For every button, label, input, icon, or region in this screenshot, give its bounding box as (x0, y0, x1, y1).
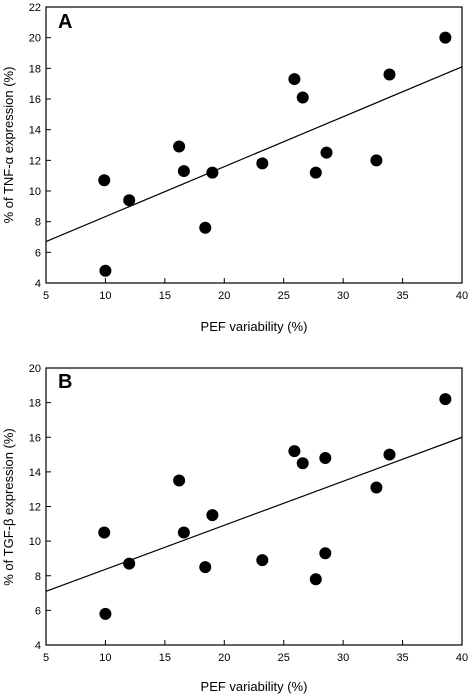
data-point-b (319, 547, 332, 560)
data-point-a (288, 73, 301, 86)
data-point-b (319, 452, 332, 465)
x-tick-label: 30 (337, 652, 349, 664)
data-point-b (98, 526, 111, 539)
x-tick-label: 25 (278, 290, 290, 302)
data-point-b (99, 607, 112, 620)
data-point-b (288, 445, 301, 458)
data-point-b (383, 448, 396, 461)
y-tick-label: 14 (29, 125, 41, 137)
y-tick-label: 20 (29, 33, 41, 45)
x-tick-label: 5 (43, 652, 49, 664)
data-point-b (177, 526, 190, 539)
y-tick-label: 4 (35, 278, 41, 290)
x-tick-label: 15 (159, 652, 171, 664)
x-axis-label-a: PEF variability (%) (201, 319, 308, 334)
y-tick-label: 12 (29, 502, 41, 514)
y-tick-label: 16 (29, 94, 41, 106)
y-ticks-b: 4 6 8 10 12 14 16 18 20 (29, 363, 51, 652)
y-tick-label: 22 (29, 2, 41, 14)
y-tick-label: 18 (29, 398, 41, 410)
trendline-b (45, 436, 463, 592)
chart-panel-b: B 5 10 15 20 25 30 35 40 4 6 8 10 12 14 16 18 20 PEF va… (1, 363, 468, 694)
y-tick-label: 8 (35, 571, 41, 583)
data-point-b (370, 481, 383, 494)
y-tick-label: 8 (35, 217, 41, 229)
trendline-a (45, 66, 463, 243)
x-tick-label: 35 (396, 652, 408, 664)
chart-panel-a: A 5 10 15 20 25 30 35 40 4 6 8 10 12 14 16 18 20 22 PEF … (1, 2, 468, 334)
x-axis-label-b: PEF variability (%) (201, 679, 308, 694)
data-point-a (173, 140, 186, 153)
data-point-b (199, 561, 212, 574)
x-tick-label: 30 (337, 290, 349, 302)
x-tick-label: 5 (43, 290, 49, 302)
y-axis-label-b: % of TGF-β expression (%) (1, 428, 16, 586)
y-tick-label: 6 (35, 247, 41, 259)
data-point-a (383, 68, 396, 81)
y-tick-label: 10 (29, 186, 41, 198)
y-ticks-a: 4 6 8 10 12 14 16 18 20 22 (29, 2, 51, 290)
data-point-b (439, 393, 452, 406)
data-point-b (296, 457, 309, 470)
data-point-a (439, 31, 452, 44)
plot-frame-b (45, 367, 463, 646)
data-point-a (296, 91, 309, 104)
x-tick-label: 40 (456, 290, 468, 302)
y-tick-label: 4 (35, 640, 41, 652)
x-ticks-b: 5 10 15 20 25 30 35 40 (43, 640, 468, 664)
y-tick-label: 14 (29, 467, 41, 479)
data-point-a (370, 154, 383, 167)
data-point-b (123, 557, 136, 570)
x-ticks-a: 5 10 15 20 25 30 35 40 (43, 278, 468, 302)
x-tick-label: 35 (396, 290, 408, 302)
y-tick-label: 16 (29, 432, 41, 444)
data-point-a (309, 166, 322, 179)
plot-frame-a (45, 6, 463, 284)
x-tick-label: 10 (99, 652, 111, 664)
data-point-a (123, 194, 136, 207)
x-tick-label: 20 (218, 652, 230, 664)
data-point-b (256, 554, 269, 567)
data-point-a (177, 165, 190, 178)
panel-letter-a: A (58, 11, 72, 33)
points-a (98, 31, 452, 277)
data-point-a (199, 221, 212, 234)
points-b (98, 393, 452, 620)
y-tick-label: 10 (29, 536, 41, 548)
data-point-a (320, 146, 333, 159)
data-point-b (309, 573, 322, 586)
y-tick-label: 18 (29, 63, 41, 75)
data-point-a (98, 174, 111, 187)
x-tick-label: 15 (159, 290, 171, 302)
data-point-a (206, 166, 219, 179)
x-tick-label: 20 (218, 290, 230, 302)
x-tick-label: 40 (456, 652, 468, 664)
y-tick-label: 20 (29, 363, 41, 375)
panel-letter-b: B (58, 371, 72, 393)
y-axis-label-a: % of TNF-α expression (%) (1, 67, 16, 224)
data-point-b (173, 474, 186, 487)
data-point-b (206, 509, 219, 522)
y-tick-label: 6 (35, 605, 41, 617)
data-point-a (99, 264, 112, 277)
data-point-a (256, 157, 269, 170)
y-tick-label: 12 (29, 155, 41, 167)
x-tick-label: 25 (278, 652, 290, 664)
x-tick-label: 10 (99, 290, 111, 302)
